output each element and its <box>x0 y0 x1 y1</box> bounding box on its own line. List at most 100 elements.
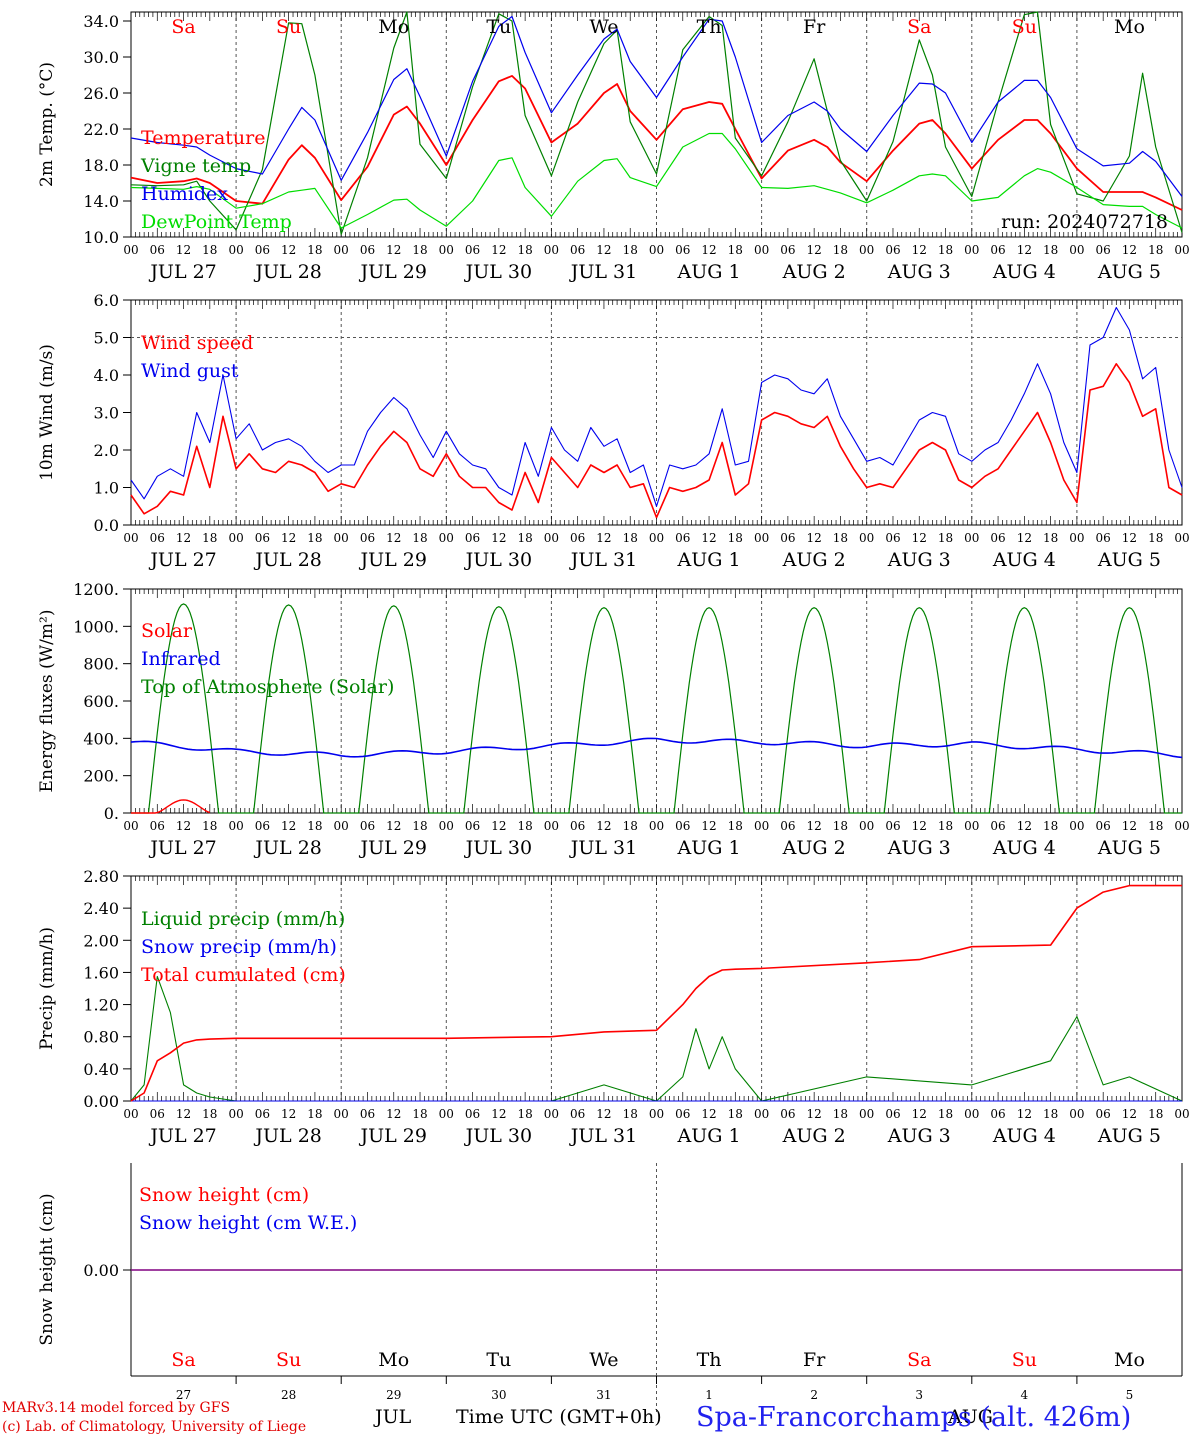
hour-tick-label: 18 <box>307 1107 322 1121</box>
weekday-label: Fr <box>803 16 826 38</box>
hour-tick-label: 12 <box>807 243 822 257</box>
y-tick-label: 200. <box>83 767 119 786</box>
series-line-vigne-temp <box>130 11 1183 235</box>
date-label: JUL 29 <box>359 261 427 283</box>
hour-tick-label: 18 <box>412 1107 427 1121</box>
hour-tick-label: 18 <box>1043 531 1058 545</box>
hour-tick-label: 12 <box>491 531 506 545</box>
hour-tick-label: 12 <box>386 1107 401 1121</box>
day-number-label: 30 <box>491 1388 506 1402</box>
date-label: JUL 27 <box>148 549 216 571</box>
y-tick-label: 2.0 <box>94 441 119 460</box>
hour-tick-label: 12 <box>281 1107 296 1121</box>
hour-tick-label: 18 <box>1148 1107 1163 1121</box>
hour-tick-label: 06 <box>675 531 690 545</box>
hour-tick-label: 18 <box>412 531 427 545</box>
hour-tick-label: 06 <box>255 531 270 545</box>
day-number-label: 1 <box>705 1388 713 1402</box>
hour-tick-label: 06 <box>780 819 795 833</box>
hour-tick-label: 18 <box>623 819 638 833</box>
hour-tick-label: 00 <box>964 531 979 545</box>
weekday-label: Sa <box>907 1349 931 1371</box>
hour-tick-label: 18 <box>1043 243 1058 257</box>
weekday-label: Mo <box>1114 16 1145 38</box>
legend-entry: Snow height (cm W.E.) <box>139 1212 357 1234</box>
hour-tick-label: 18 <box>412 819 427 833</box>
weekday-label: Mo <box>1114 1349 1145 1371</box>
hour-tick-label: 18 <box>1148 819 1163 833</box>
hour-tick-label: 18 <box>623 531 638 545</box>
panel-4: 00 06 12 18 00 06 12 18 00 06 12 18 00 06 12 18 00 06 12 18… <box>37 867 1190 1147</box>
date-label: JUL 29 <box>359 837 427 859</box>
day-number-label: 2 <box>810 1388 818 1402</box>
hour-tick-label: 12 <box>807 1107 822 1121</box>
hour-tick-label: 06 <box>360 1107 375 1121</box>
weekday-label: We <box>589 1349 618 1371</box>
hour-tick-label: 00 <box>1069 243 1084 257</box>
series-line-wind-speed <box>130 362 1183 519</box>
hour-tick-label: 12 <box>1122 531 1137 545</box>
hour-tick-label: 18 <box>517 1107 532 1121</box>
panel-3: 00 06 12 18 00 06 12 18 00 06 12 18 00 06 12 18 00 06 12 18… <box>37 580 1190 859</box>
legend-entry: Liquid precip (mm/h) <box>141 908 345 930</box>
y-tick-label: 0. <box>104 804 119 823</box>
hour-tick-label: 12 <box>176 243 191 257</box>
hour-tick-label: 00 <box>544 243 559 257</box>
hour-tick-label: 12 <box>701 1107 716 1121</box>
hour-tick-label: 00 <box>1069 1107 1084 1121</box>
date-label: JUL 30 <box>464 261 532 283</box>
legend-entry: Snow precip (mm/h) <box>141 936 337 958</box>
date-label: AUG 2 <box>782 261 846 283</box>
weekday-label: Sa <box>171 16 195 38</box>
hour-tick-label: 00 <box>1174 819 1189 833</box>
day-number-label: 4 <box>1021 1388 1029 1402</box>
weekday-label: Sa <box>171 1349 195 1371</box>
weekday-label: Tu <box>486 16 511 38</box>
hour-tick-label: 00 <box>964 1107 979 1121</box>
date-label: JUL 30 <box>464 549 532 571</box>
series-line-wind-gust <box>130 306 1183 507</box>
y-tick-label: 0.80 <box>83 1028 119 1047</box>
series-line-humidex <box>130 15 1183 197</box>
hour-tick-label: 12 <box>491 243 506 257</box>
y-tick-label: 2.00 <box>83 931 119 950</box>
hour-tick-label: 12 <box>596 243 611 257</box>
panel-frame <box>130 11 1183 238</box>
hour-tick-label: 00 <box>228 819 243 833</box>
hour-tick-label: 18 <box>202 1107 217 1121</box>
y-tick-label: 2.80 <box>83 867 119 886</box>
date-label: JUL 31 <box>569 837 637 859</box>
y-tick-label: 800. <box>83 655 119 674</box>
hour-tick-label: 00 <box>754 819 769 833</box>
hour-tick-label: 12 <box>701 531 716 545</box>
hour-tick-label: 00 <box>859 243 874 257</box>
date-label: JUL 31 <box>569 549 637 571</box>
legend-entry: Wind gust <box>141 360 239 382</box>
date-label: JUL 31 <box>569 1125 637 1147</box>
hour-tick-label: 00 <box>439 243 454 257</box>
date-label: AUG 3 <box>887 837 951 859</box>
y-tick-label: 0.00 <box>83 1092 119 1111</box>
hour-tick-label: 06 <box>150 531 165 545</box>
series-line-top-of-atmosphere <box>131 603 1182 814</box>
weekday-label: Su <box>276 16 301 38</box>
y-tick-label: 1000. <box>73 617 119 636</box>
date-label: AUG 4 <box>992 837 1056 859</box>
hour-tick-label: 18 <box>833 1107 848 1121</box>
date-label: AUG 1 <box>677 549 741 571</box>
hour-tick-label: 06 <box>150 1107 165 1121</box>
hour-tick-label: 12 <box>1122 1107 1137 1121</box>
date-label: JUL 28 <box>253 837 321 859</box>
hour-tick-label: 06 <box>885 1107 900 1121</box>
series-line-liquid-precip-mm-h- <box>130 975 1183 1102</box>
day-number-label: 27 <box>176 1388 191 1402</box>
hour-tick-label: 06 <box>570 243 585 257</box>
weekday-label: Sa <box>907 16 931 38</box>
hour-tick-label: 00 <box>754 1107 769 1121</box>
hour-tick-label: 06 <box>360 531 375 545</box>
y-tick-label: 600. <box>83 692 119 711</box>
hour-tick-label: 18 <box>307 819 322 833</box>
footer-time-label: Time UTC (GMT+0h) <box>456 1406 662 1428</box>
date-label: JUL 27 <box>148 837 216 859</box>
